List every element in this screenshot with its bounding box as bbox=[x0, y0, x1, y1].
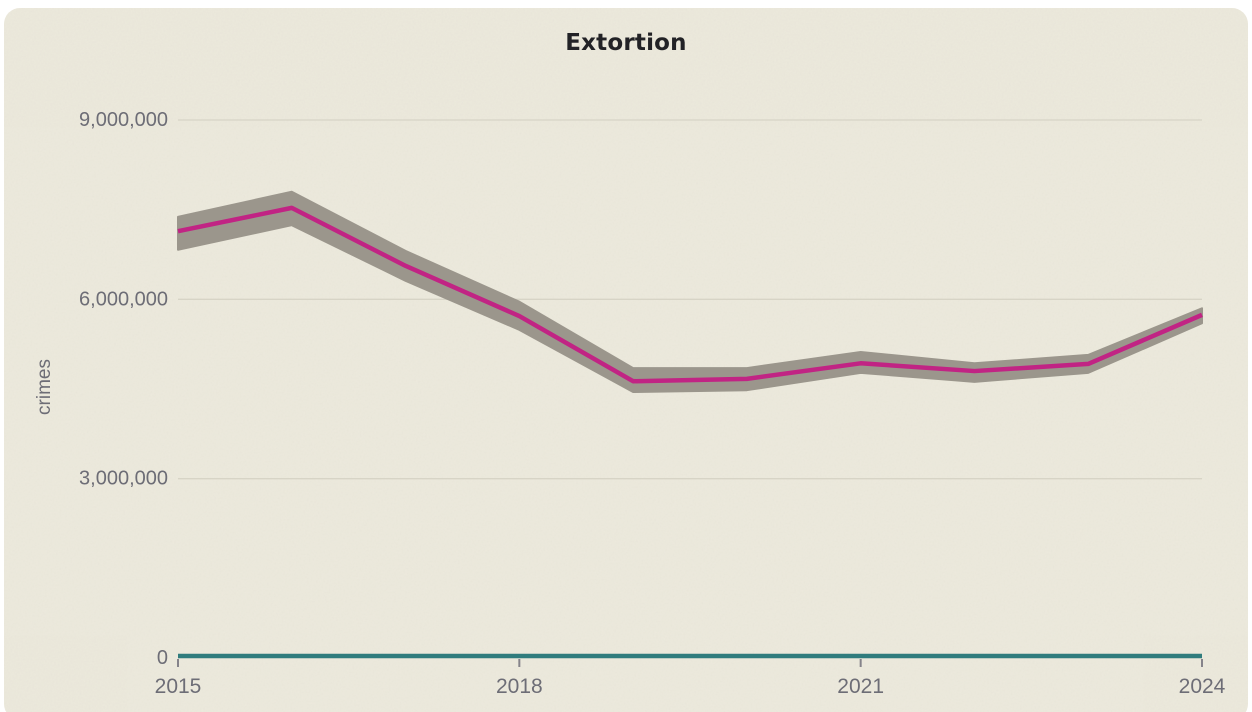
trend-line bbox=[177, 205, 1203, 384]
y-tick-label: 0 bbox=[157, 647, 168, 669]
y-tick-label: 9,000,000 bbox=[79, 109, 168, 131]
plot-area: 0 3,000,000 6,000,000 9,000,000 2015 2018 2021… bbox=[79, 109, 1226, 698]
x-tick-label: 2018 bbox=[496, 675, 543, 698]
chart-title: Extortion bbox=[565, 30, 687, 56]
x-tick-label: 2015 bbox=[155, 675, 202, 698]
y-axis-title: crimes bbox=[34, 359, 55, 415]
y-tick-label: 6,000,000 bbox=[79, 288, 168, 310]
x-tick-label: 2024 bbox=[1179, 675, 1226, 698]
y-tick-label: 3,000,000 bbox=[79, 468, 168, 490]
x-tick-label: 2021 bbox=[837, 675, 884, 698]
